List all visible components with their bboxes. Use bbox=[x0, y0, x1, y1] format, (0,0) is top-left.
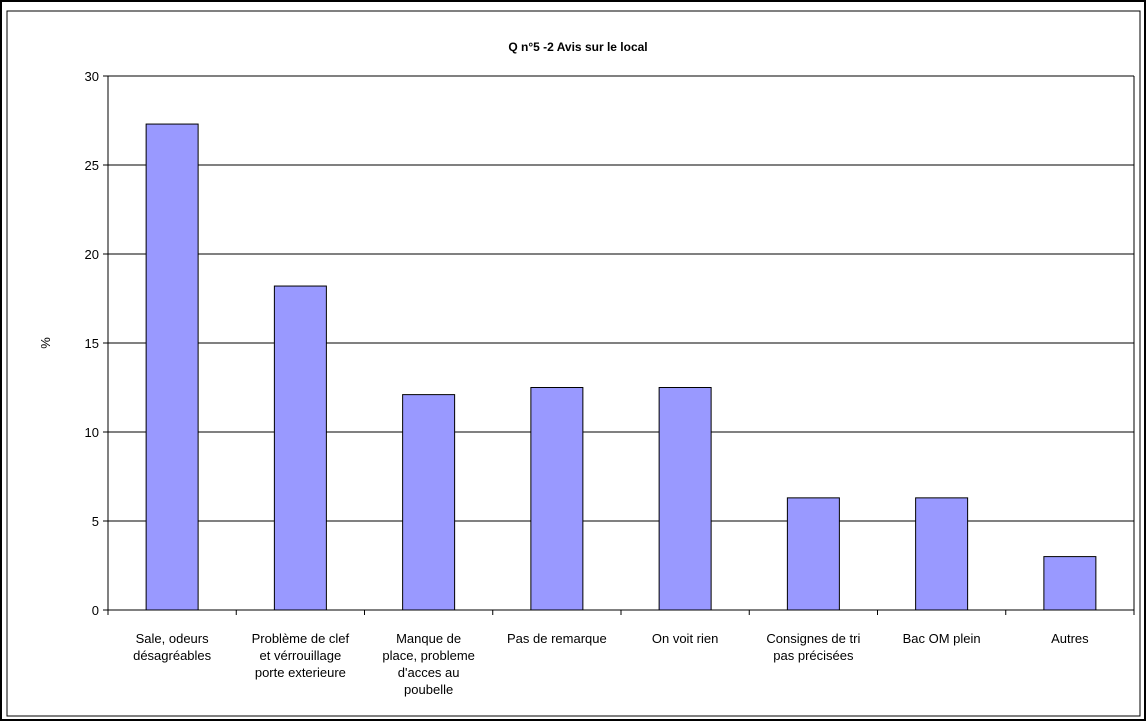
bar bbox=[786, 497, 840, 611]
x-category-label-line: Consignes de tri bbox=[766, 631, 860, 646]
x-category-label: Consignes de tri pas précisées bbox=[766, 631, 860, 663]
x-category-label-line: place, probleme bbox=[382, 648, 475, 663]
x-category-label-line: poubelle bbox=[404, 682, 453, 697]
x-category-label-line: Pas de remarque bbox=[507, 631, 607, 646]
x-category-label-line: d'acces au bbox=[398, 665, 460, 680]
bar bbox=[915, 497, 969, 611]
y-tick-label: 15 bbox=[85, 336, 99, 351]
bar bbox=[402, 394, 456, 611]
x-category-label-line: Bac OM plein bbox=[903, 631, 981, 646]
bar bbox=[145, 123, 199, 611]
x-category-label: Sale, odeurs désagréables bbox=[133, 631, 212, 663]
x-category-label-line: pas précisées bbox=[773, 648, 854, 663]
axes bbox=[107, 76, 1135, 615]
x-category-label-line: Problème de clef bbox=[252, 631, 350, 646]
x-category-label-line: On voit rien bbox=[652, 631, 718, 646]
y-tick-label: 10 bbox=[85, 425, 99, 440]
x-category-label: Problème de clef et vérrouillage porte ext… bbox=[252, 631, 350, 680]
x-category-label: Autres bbox=[1051, 631, 1089, 646]
bar bbox=[658, 387, 712, 611]
bar bbox=[273, 285, 327, 611]
inner-frame bbox=[6, 10, 1141, 717]
chart-title: Q n°5 -2 Avis sur le local bbox=[508, 40, 647, 54]
x-category-label-line: Sale, odeurs bbox=[136, 631, 209, 646]
x-category-label-line: et vérrouillage bbox=[260, 648, 342, 663]
x-category-label-line: porte exterieure bbox=[255, 665, 346, 680]
y-tick-label: 30 bbox=[85, 69, 99, 84]
x-category-label-line: désagréables bbox=[133, 648, 212, 663]
x-category-label: Bac OM plein bbox=[903, 631, 981, 646]
bar bbox=[530, 387, 584, 611]
y-tick-label: 25 bbox=[85, 158, 99, 173]
y-tick-labels: 0 5 10 15 20 25 30 bbox=[85, 69, 99, 618]
x-category-label: Pas de remarque bbox=[507, 631, 607, 646]
x-category-label-line: Manque de bbox=[396, 631, 461, 646]
y-tick-label: 20 bbox=[85, 247, 99, 262]
bar bbox=[1043, 556, 1097, 611]
x-category-label: Manque de place, probleme d'acces au poubel… bbox=[382, 631, 475, 697]
y-tick-label: 0 bbox=[92, 603, 99, 618]
x-category-label: On voit rien bbox=[652, 631, 718, 646]
y-axis-label: % bbox=[38, 337, 53, 349]
x-category-label-line: Autres bbox=[1051, 631, 1089, 646]
y-tick-label: 5 bbox=[92, 514, 99, 529]
x-category-labels: Sale, odeurs désagréables Problème de clef… bbox=[133, 631, 1089, 697]
